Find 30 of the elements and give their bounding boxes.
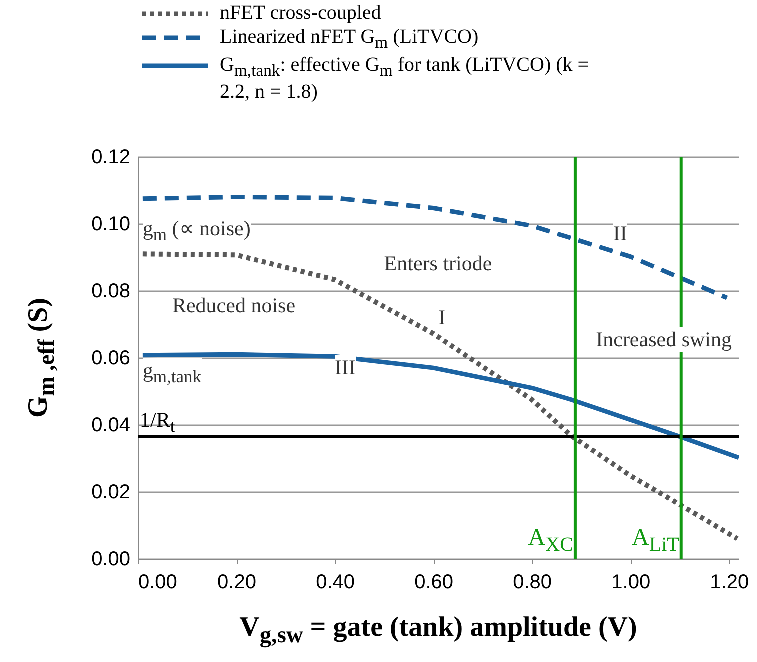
y-tick-label: 0.06: [92, 348, 130, 370]
annotation: III: [335, 356, 356, 381]
annotation: II: [613, 222, 628, 247]
y-tick-label: 0.00: [92, 548, 130, 570]
y-tick-label: 0.04: [92, 414, 130, 436]
line-series: [140, 352, 739, 460]
ref-line-label: A$_{XC}$: [528, 525, 574, 557]
x-tick-label: 1.00: [612, 572, 651, 594]
annotation: I: [438, 305, 446, 330]
annotation: g$_{m}$ (∝ noise): [142, 216, 251, 246]
annotation: Reduced noise: [172, 294, 296, 319]
annotation: g$_{m,tank}$: [142, 358, 202, 388]
y-tick-label: 0.02: [92, 482, 130, 504]
x-axis-title: V$_{g,sw}$ = gate (tank) amplitude (V): [240, 612, 638, 650]
x-tick-label: 1.20: [710, 572, 750, 594]
y-tick-label: 0.08: [92, 280, 130, 302]
x-tick-label: 0.60: [414, 572, 454, 594]
x-tick-label: 0.20: [218, 572, 256, 594]
y-tick-label: 0.10: [92, 214, 130, 236]
legend-label: nFET cross-coupled: [220, 2, 382, 25]
x-tick-label: 0.80: [513, 572, 552, 594]
ref-line-label: 1/R$_{t}$: [140, 408, 176, 437]
y-tick-label: 0.12: [92, 146, 130, 168]
legend-label: Linearized nFET G$_{m}$ (LiTVCO): [220, 26, 479, 53]
annotation: Enters triode: [384, 252, 492, 277]
ref-line-label: A$_{LiT}$: [632, 525, 680, 557]
x-tick-label: 0.00: [138, 572, 178, 594]
annotation: Increased swing: [596, 327, 732, 352]
x-tick-label: 0.40: [316, 572, 356, 594]
text: G$_{m,tank}$: effective G$_{m}$ for tank (LiTVCO) (k = 2.2, n = 1.8): [220, 54, 590, 103]
